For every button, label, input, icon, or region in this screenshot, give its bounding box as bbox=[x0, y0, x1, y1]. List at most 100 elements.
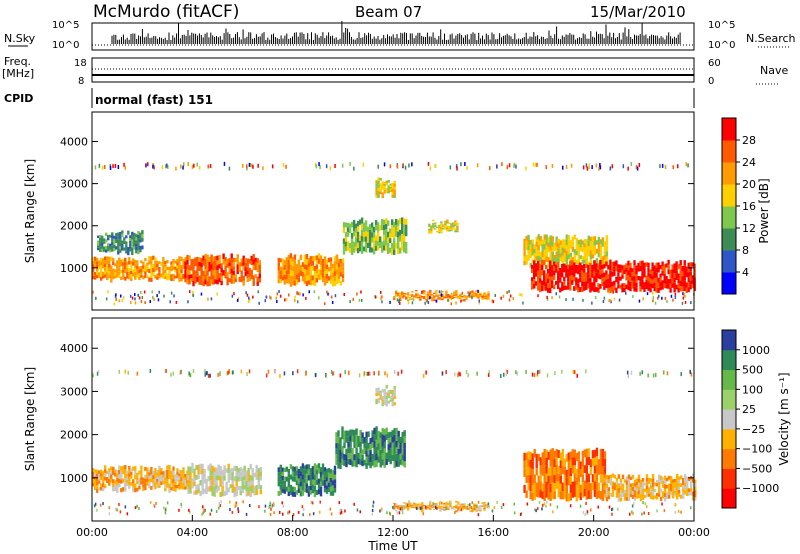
echo-cell bbox=[531, 281, 534, 286]
echo-cell bbox=[473, 296, 476, 298]
echo-cell bbox=[686, 480, 689, 485]
echo-cell bbox=[104, 256, 107, 260]
echo-cell bbox=[691, 279, 694, 284]
echo-cell bbox=[565, 493, 568, 502]
echo-cell bbox=[673, 287, 676, 293]
echo-cell bbox=[405, 218, 408, 225]
echo-cell bbox=[535, 468, 538, 476]
echo-cell bbox=[579, 243, 582, 248]
echo-cell bbox=[389, 300, 391, 304]
echo-cell bbox=[627, 483, 631, 488]
echo-cell bbox=[674, 503, 676, 507]
echo-cell bbox=[152, 164, 154, 169]
echo-cell bbox=[281, 271, 284, 277]
echo-cell bbox=[136, 371, 139, 376]
echo-cell bbox=[301, 271, 305, 277]
echo-cell bbox=[529, 244, 532, 249]
echo-cell bbox=[603, 459, 607, 467]
echo-cell bbox=[446, 229, 449, 232]
echo-cell bbox=[289, 275, 293, 282]
echo-cell bbox=[561, 282, 564, 287]
echo-cell bbox=[625, 271, 628, 277]
echo-cell bbox=[198, 261, 201, 267]
echo-cell bbox=[226, 281, 229, 286]
echo-cell bbox=[659, 286, 662, 291]
echo-cell bbox=[329, 279, 333, 284]
echo-cell bbox=[631, 487, 635, 491]
echo-cell bbox=[231, 472, 234, 477]
echo-cell bbox=[180, 277, 183, 282]
echo-cell bbox=[158, 261, 161, 265]
echo-cell bbox=[376, 236, 380, 241]
echo-cell bbox=[686, 476, 689, 481]
echo-cell bbox=[126, 512, 129, 516]
echo-cell bbox=[379, 455, 382, 462]
colorbar-tick-label: −100 bbox=[742, 443, 772, 456]
echo-cell bbox=[680, 483, 683, 488]
echo-cell bbox=[401, 448, 404, 455]
echo-cell bbox=[299, 491, 303, 497]
echo-cell bbox=[551, 269, 554, 273]
echo-cell bbox=[307, 275, 311, 281]
echo-cell bbox=[137, 293, 139, 297]
echo-cell bbox=[639, 490, 643, 495]
echo-cell bbox=[526, 502, 529, 506]
echo-cell bbox=[635, 485, 639, 489]
echo-cell bbox=[389, 458, 392, 465]
echo-cell bbox=[621, 474, 625, 480]
echo-cell bbox=[102, 475, 105, 480]
echo-cell bbox=[348, 247, 352, 253]
echo-cell bbox=[615, 260, 618, 266]
echo-cell bbox=[449, 295, 452, 297]
echo-cell bbox=[285, 265, 288, 271]
echo-cell bbox=[276, 292, 279, 296]
echo-cell bbox=[358, 240, 362, 247]
echo-cell bbox=[663, 264, 666, 269]
echo-cell bbox=[619, 497, 623, 502]
echo-cell bbox=[411, 301, 414, 305]
echo-cell bbox=[134, 301, 137, 305]
echo-cell bbox=[693, 282, 696, 287]
echo-cell bbox=[333, 470, 337, 475]
echo-cell bbox=[108, 260, 111, 264]
echo-cell bbox=[607, 487, 611, 492]
echo-cell bbox=[615, 491, 619, 495]
echo-cell bbox=[257, 476, 260, 481]
velocity-ylabel: Slant Range [km] bbox=[23, 367, 37, 471]
echo-cell bbox=[97, 247, 100, 251]
echo-cell bbox=[100, 257, 103, 262]
echo-cell bbox=[551, 448, 554, 457]
echo-cell bbox=[381, 181, 384, 184]
echo-cell bbox=[675, 482, 679, 487]
echo-cell bbox=[246, 293, 249, 297]
echo-cell bbox=[502, 503, 505, 507]
echo-cell bbox=[411, 295, 414, 297]
echo-cell bbox=[115, 293, 117, 297]
echo-cell bbox=[352, 247, 356, 253]
echo-cell bbox=[348, 223, 352, 229]
echo-cell bbox=[191, 478, 194, 484]
echo-cell bbox=[385, 188, 388, 191]
echo-cell bbox=[363, 442, 366, 449]
echo-cell bbox=[664, 164, 667, 169]
echo-cell bbox=[539, 287, 542, 293]
echo-cell bbox=[561, 457, 564, 466]
echo-cell bbox=[148, 469, 151, 473]
echo-cell bbox=[665, 284, 668, 289]
echo-cell bbox=[210, 259, 213, 265]
echo-cell bbox=[253, 486, 256, 491]
echo-cell bbox=[617, 492, 621, 497]
echo-cell bbox=[252, 295, 254, 299]
echo-cell bbox=[124, 269, 127, 273]
echo-cell bbox=[305, 254, 309, 260]
echo-cell bbox=[349, 161, 351, 166]
echo-cell bbox=[92, 257, 95, 261]
echo-cell bbox=[417, 508, 420, 510]
echo-cell bbox=[407, 296, 410, 299]
echo-cell bbox=[393, 461, 396, 469]
echo-cell bbox=[289, 281, 293, 287]
echo-cell bbox=[230, 263, 233, 269]
echo-cell bbox=[393, 503, 396, 507]
echo-cell bbox=[176, 268, 179, 272]
echo-cell bbox=[577, 283, 580, 288]
